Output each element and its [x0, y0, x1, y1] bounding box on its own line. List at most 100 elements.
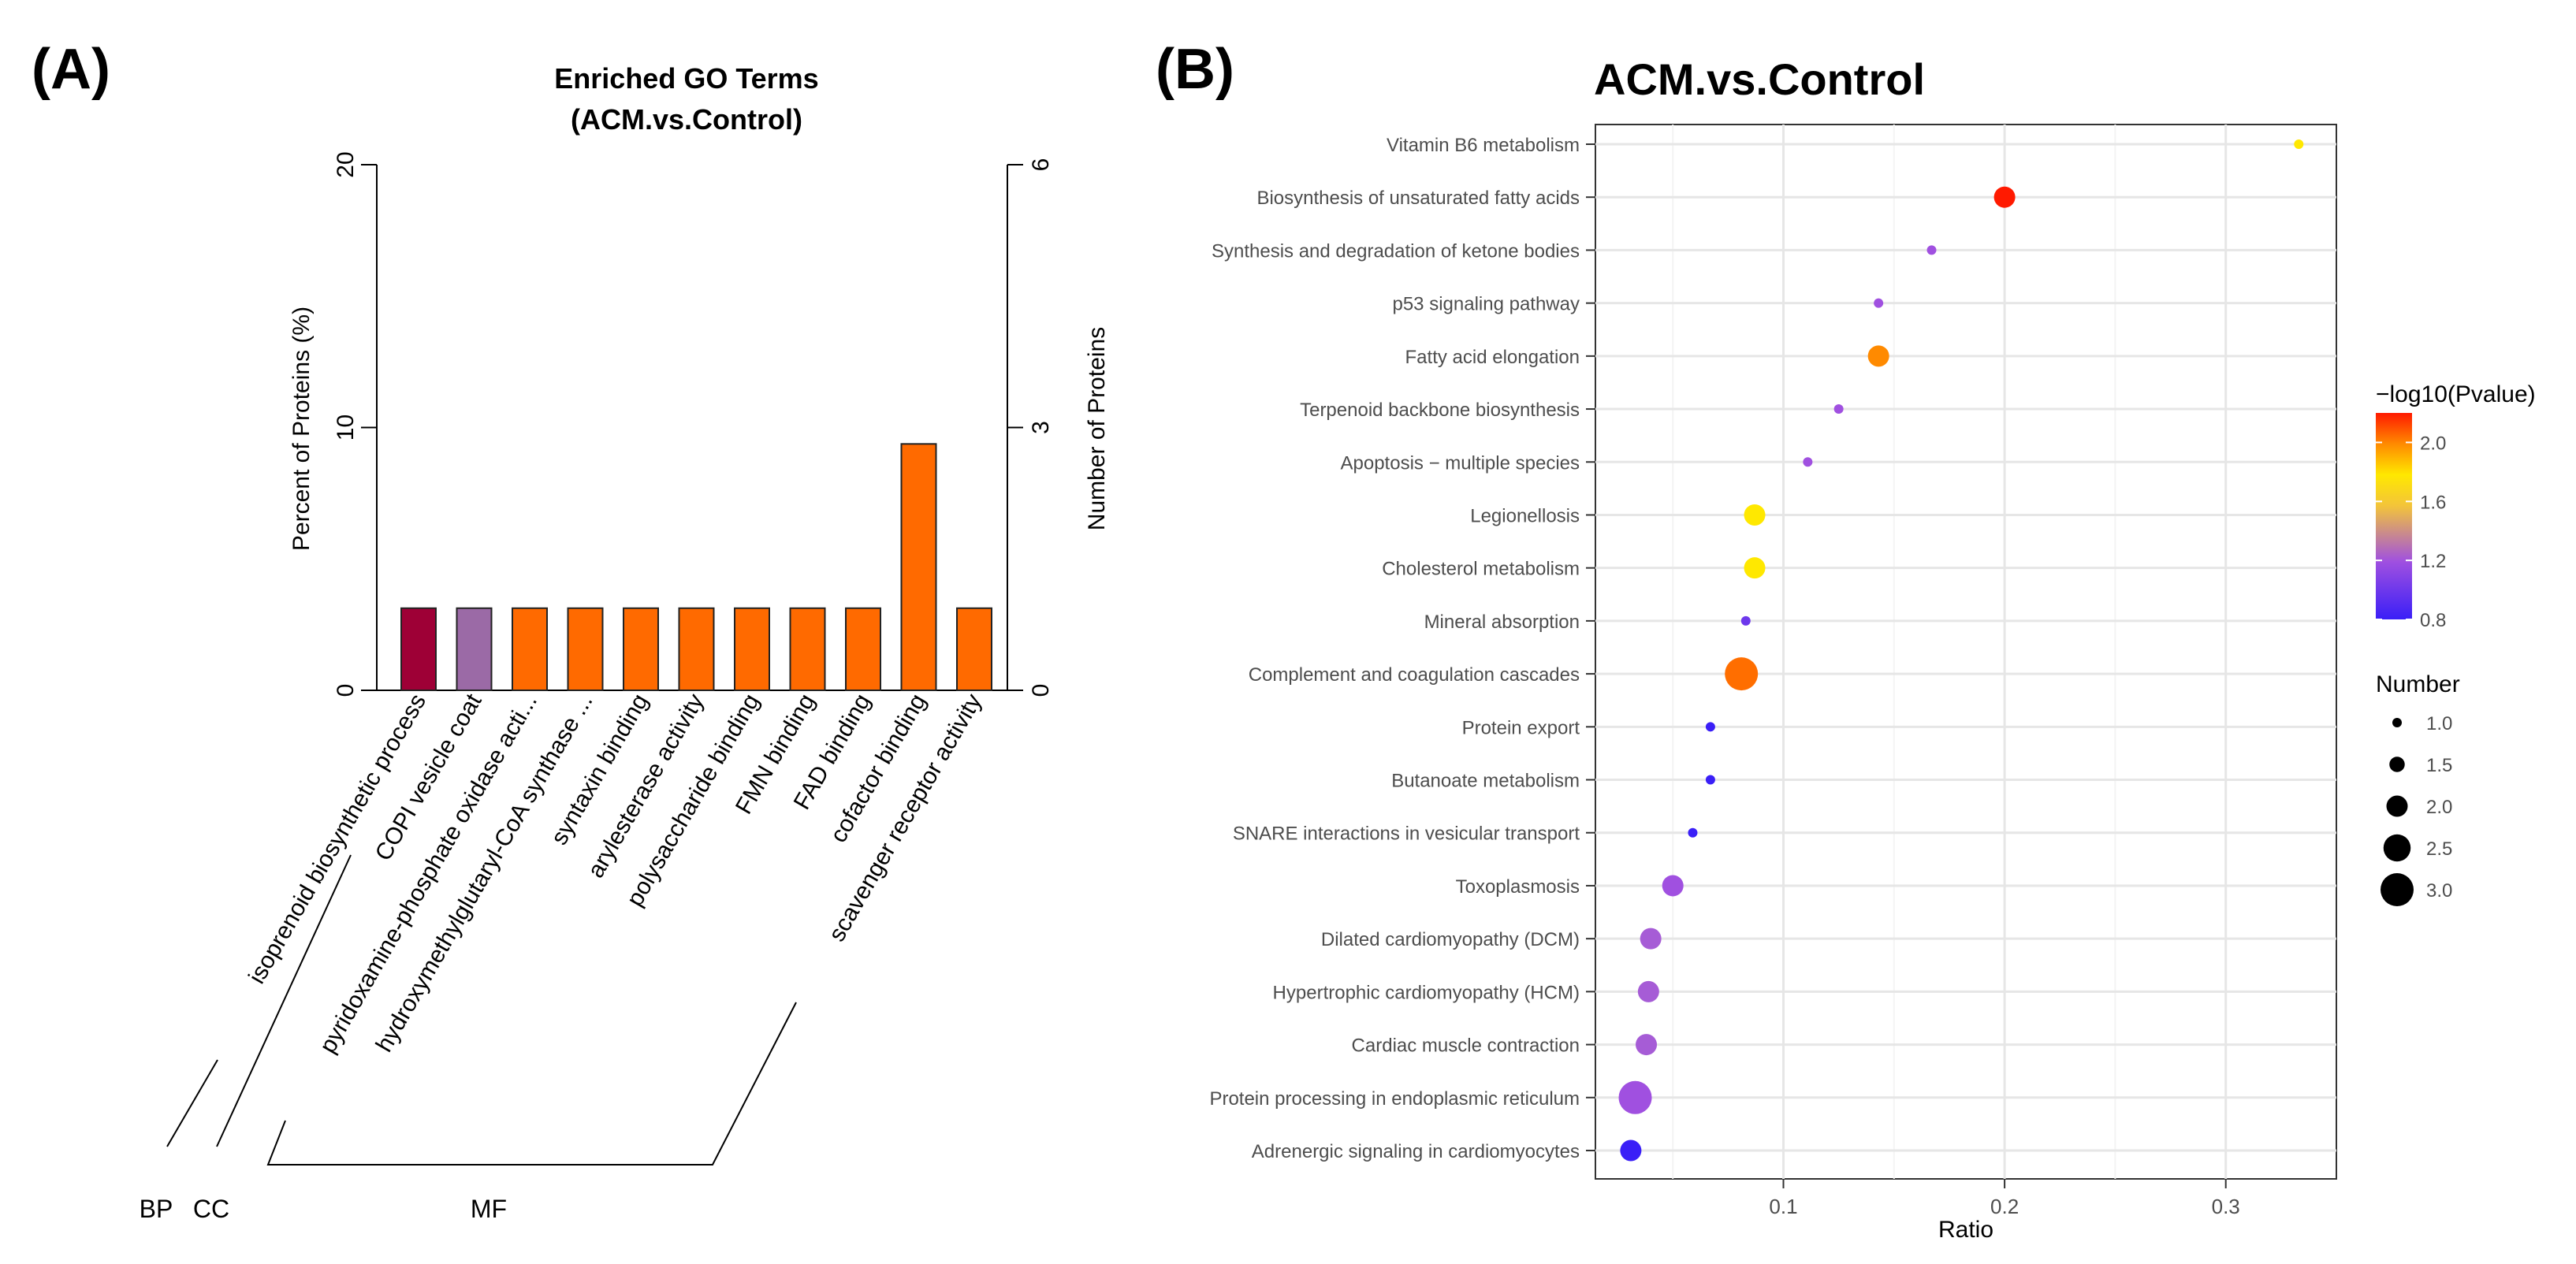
bracket-mf [266, 1002, 797, 1165]
size-key-label: 2.0 [2426, 797, 2452, 818]
point-19 [1618, 1080, 1652, 1114]
bar-6 [678, 607, 715, 691]
left-y-tick-label: 10 [333, 415, 359, 441]
y-tick-label-16: Dilated cardiomyopathy (DCM) [1321, 929, 1580, 950]
x-tick-label-3: pyridoxamine-phosphate oxidase acti... [315, 690, 542, 1058]
x-tick-label: 0.2 [1990, 1195, 2019, 1218]
color-tick-label: 0.8 [2420, 610, 2446, 631]
point-17 [1637, 980, 1659, 1002]
size-key-dot [2386, 795, 2408, 817]
panel-b-title: ACM.vs.Control [1594, 54, 1925, 104]
point-7 [1803, 457, 1813, 467]
point-3 [1926, 245, 1937, 255]
y-tick-label-11: Complement and coagulation cascades [1249, 664, 1580, 686]
point-6 [1833, 404, 1844, 415]
point-2 [1993, 186, 2016, 208]
panel-b-label: (B) [1156, 38, 1234, 101]
color-legend-title: −log10(Pvalue) [2376, 381, 2536, 407]
bar-8 [789, 607, 826, 691]
panel-a-bars [400, 443, 992, 691]
y-tick-label-17: Hypertrophic cardiomyopathy (HCM) [1273, 982, 1580, 1003]
point-4 [1874, 298, 1884, 308]
size-legend-title: Number [2376, 671, 2460, 697]
panel-b-points [1618, 139, 2304, 1162]
size-key-label: 2.5 [2426, 838, 2452, 860]
bar-9 [845, 607, 881, 691]
bar-3 [512, 607, 548, 691]
bar-5 [623, 607, 659, 691]
y-tick-label-12: Protein export [1462, 717, 1580, 738]
y-tick-label-9: Cholesterol metabolism [1382, 559, 1580, 580]
color-legend-ticks: 0.8 1.2 1.6 2.0 [2376, 433, 2446, 631]
bar-2 [456, 607, 493, 691]
size-key-label: 3.0 [2426, 880, 2452, 902]
panel-a-label: (A) [32, 38, 110, 101]
panel-b-y-tick-labels: Vitamin B6 metabolism Biosynthesis of uns… [1209, 135, 1595, 1162]
y-tick-label-7: Apoptosis − multiple species [1341, 452, 1580, 474]
point-11 [1725, 657, 1759, 691]
y-tick-label-5: Fatty acid elongation [1405, 347, 1580, 368]
bracket-cc [216, 854, 352, 1147]
y-tick-label-20: Adrenergic signaling in cardiomyocytes [1252, 1141, 1580, 1162]
y-tick-label-3: Synthesis and degradation of ketone bodi… [1212, 240, 1580, 262]
panel-a-left-axis-title: Percent of Proteins (%) [288, 307, 315, 551]
point-14 [1688, 827, 1698, 838]
panel-a-bar-chart: 0 10 20 0 3 6 isoprenoid biosynthetic process… [166, 151, 1054, 1165]
left-y-tick-label: 20 [333, 151, 359, 177]
point-16 [1640, 928, 1662, 950]
y-tick-label-19: Protein processing in endoplasmic reticu… [1209, 1088, 1580, 1110]
y-tick-label-13: Butanoate metabolism [1391, 771, 1580, 792]
panel-b-x-ticks: 0.1 0.2 0.3 [1769, 1179, 2240, 1218]
point-18 [1636, 1034, 1658, 1056]
point-1 [2294, 139, 2304, 149]
panel-a-title-line1: Enriched GO Terms [554, 62, 818, 95]
y-tick-label-15: Toxoplasmosis [1456, 876, 1580, 898]
size-key-dot [2381, 873, 2414, 906]
bar-7 [734, 607, 770, 691]
color-tick-label: 1.6 [2420, 492, 2446, 513]
right-y-tick-label: 0 [1028, 684, 1054, 697]
point-13 [1705, 775, 1715, 785]
y-tick-label-8: Legionellosis [1470, 505, 1580, 526]
color-tick-label: 1.2 [2420, 551, 2446, 572]
panel-b-gridlines [1595, 125, 2336, 1179]
y-tick-label-14: SNARE interactions in vesicular transpor… [1233, 823, 1580, 845]
size-key-dot [2392, 718, 2402, 727]
bar-11 [956, 607, 992, 691]
y-tick-label-10: Mineral absorption [1424, 612, 1580, 633]
point-15 [1662, 875, 1684, 897]
panel-a-title-line2: (ACM.vs.Control) [571, 103, 802, 136]
point-9 [1744, 557, 1766, 579]
right-y-tick-label: 6 [1028, 158, 1054, 172]
size-key-label: 1.5 [2426, 755, 2452, 776]
y-tick-label-1: Vitamin B6 metabolism [1387, 135, 1580, 156]
color-tick-label: 2.0 [2420, 433, 2446, 454]
bracket-bp [166, 1059, 218, 1147]
panel-b-dot-plot: Vitamin B6 metabolism Biosynthesis of uns… [1209, 124, 2337, 1218]
panel-b-plot-area [1595, 124, 2337, 1180]
point-8 [1744, 504, 1766, 526]
y-tick-label-6: Terpenoid backbone biosynthesis [1300, 400, 1580, 421]
x-tick-label: 0.3 [2212, 1195, 2240, 1218]
x-tick-label: 0.1 [1769, 1195, 1797, 1218]
left-y-tick-label: 0 [333, 684, 359, 697]
panel-b-legends: −log10(Pvalue) 0.81.21.62.0 Number 1.01.… [2376, 381, 2536, 906]
point-12 [1705, 722, 1715, 732]
group-label-bp: BP [140, 1195, 173, 1223]
size-key-label: 1.0 [2426, 713, 2452, 734]
bar-1 [400, 607, 437, 691]
group-label-cc: CC [193, 1195, 229, 1223]
point-20 [1620, 1139, 1642, 1162]
size-key-dot [2383, 834, 2411, 862]
panel-a-right-axis-title: Number of Proteins [1084, 327, 1110, 530]
panel-a-group-brackets [166, 854, 797, 1165]
point-10 [1740, 615, 1751, 626]
size-legend-keys: 1.0 1.5 2.0 2.5 3.0 [2381, 713, 2452, 906]
bar-10 [900, 443, 937, 691]
panel-b-x-axis-title: Ratio [1938, 1217, 1993, 1243]
bar-4 [567, 607, 604, 691]
y-tick-label-4: p53 signaling pathway [1392, 294, 1580, 315]
point-5 [1867, 345, 1889, 367]
